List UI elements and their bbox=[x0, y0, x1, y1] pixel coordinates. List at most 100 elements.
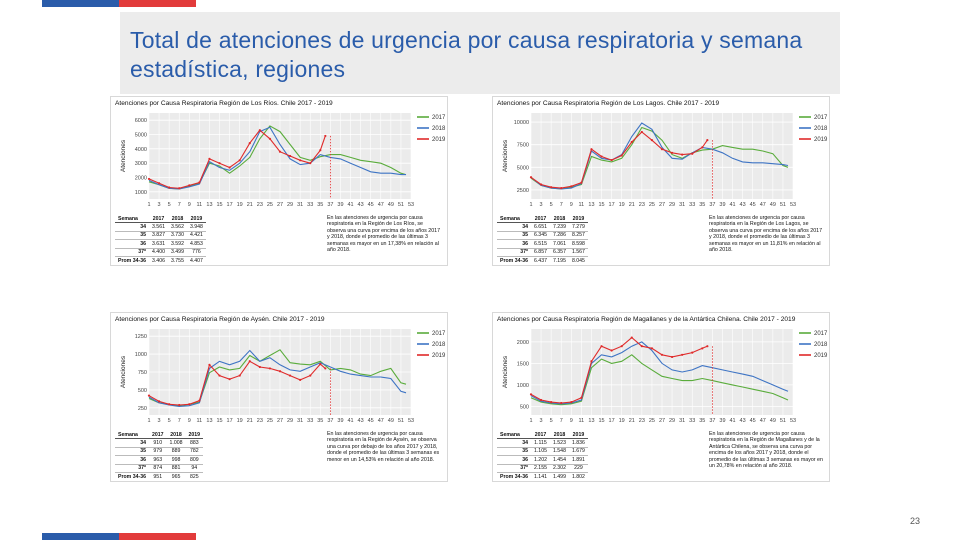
legend-label: 2018 bbox=[432, 126, 446, 132]
x-tick-label: 1 bbox=[147, 202, 150, 208]
page-number: 23 bbox=[909, 516, 920, 526]
table-cell: 4.853 bbox=[186, 239, 206, 249]
y-tick-label: 5000 bbox=[517, 165, 529, 171]
x-tick-label: 29 bbox=[669, 202, 675, 208]
y-tick-label: 7500 bbox=[517, 143, 529, 149]
data-point-2019 bbox=[248, 360, 251, 363]
table-cell: 6.857 bbox=[530, 248, 550, 257]
x-tick-label: 17 bbox=[609, 202, 615, 208]
table-cell: 3.562 bbox=[167, 222, 187, 232]
x-tick-label: 25 bbox=[649, 418, 655, 424]
data-point-2019 bbox=[309, 162, 312, 165]
table-row: 37* 874 881 94 bbox=[115, 464, 204, 473]
data-point-2019 bbox=[188, 403, 191, 406]
data-point-2019 bbox=[309, 374, 312, 377]
table-cell: 229 bbox=[568, 464, 588, 473]
table-cell: 6.345 bbox=[530, 231, 550, 240]
y-tick-label: 1250 bbox=[135, 334, 147, 340]
x-tick-label: 7 bbox=[560, 202, 563, 208]
x-tick-label: 7 bbox=[178, 418, 181, 424]
line-chart: Atenciones por Causa Respiratoria Región… bbox=[497, 100, 828, 208]
table-row: Prom 34-36 3.406 3.755 4.407 bbox=[115, 256, 206, 265]
legend-label: 2018 bbox=[814, 342, 828, 348]
data-point-2019 bbox=[560, 187, 563, 190]
legend-label: 2019 bbox=[432, 137, 446, 143]
data-point-2019 bbox=[218, 162, 221, 165]
legend-label: 2017 bbox=[814, 115, 828, 121]
table-cell: 998 bbox=[166, 455, 186, 465]
data-point-2019 bbox=[268, 367, 272, 370]
legend-label: 2019 bbox=[814, 137, 828, 143]
x-tick-label: 47 bbox=[760, 418, 766, 424]
data-point-2019 bbox=[691, 351, 694, 354]
x-tick-label: 43 bbox=[358, 202, 364, 208]
data-point-2019 bbox=[529, 176, 533, 179]
data-point-2019 bbox=[681, 153, 684, 156]
x-tick-label: 21 bbox=[247, 202, 253, 208]
legend-label: 2018 bbox=[432, 342, 446, 348]
x-tick-label: 51 bbox=[780, 202, 786, 208]
summary-table: Semana 2017 2018 2019 34 1.115 1.523 1.836 35 1.1… bbox=[497, 431, 588, 481]
table-cell: 3.827 bbox=[148, 231, 168, 240]
y-axis-label: Atenciones bbox=[502, 355, 509, 388]
table-cell: 3.561 bbox=[148, 222, 168, 232]
data-point-2019 bbox=[560, 401, 563, 405]
table-cell: 1.115 bbox=[530, 438, 550, 448]
x-tick-label: 35 bbox=[317, 418, 323, 424]
table-cell: 6.357 bbox=[549, 248, 569, 257]
data-point-2019 bbox=[238, 159, 241, 162]
x-tick-label: 37 bbox=[709, 202, 715, 208]
x-tick-label: 15 bbox=[598, 202, 604, 208]
data-point-2019 bbox=[539, 398, 543, 402]
table-cell: 4.407 bbox=[186, 256, 206, 265]
x-tick-label: 17 bbox=[227, 418, 233, 424]
x-tick-label: 23 bbox=[257, 418, 263, 424]
panel-aysen: Atenciones por Causa Respiratoria Región… bbox=[110, 312, 448, 482]
x-tick-label: 53 bbox=[408, 418, 414, 424]
data-point-2019 bbox=[620, 345, 623, 348]
data-point-2019 bbox=[706, 139, 709, 142]
x-tick-label: 9 bbox=[570, 418, 573, 424]
table-cell: 34 bbox=[497, 222, 531, 232]
table-cell: 3.948 bbox=[186, 222, 206, 232]
data-point-2019 bbox=[550, 401, 553, 404]
x-tick-label: 53 bbox=[790, 202, 796, 208]
table-cell: 3.755 bbox=[167, 256, 187, 265]
x-tick-label: 11 bbox=[579, 418, 585, 424]
x-tick-label: 25 bbox=[649, 202, 655, 208]
chart-note: En las atenciones de urgencia por causa … bbox=[327, 431, 440, 463]
table-cell: 36 bbox=[115, 239, 149, 249]
table-header: 2017 bbox=[148, 431, 167, 439]
table-cell: 37* bbox=[115, 248, 149, 257]
x-tick-label: 19 bbox=[237, 202, 243, 208]
x-tick-label: 37 bbox=[327, 418, 333, 424]
table-cell: Prom 34-36 bbox=[497, 256, 531, 265]
x-tick-label: 21 bbox=[629, 418, 635, 424]
legend-label: 2019 bbox=[432, 353, 446, 359]
data-point-2019 bbox=[620, 154, 623, 157]
table-cell: 881 bbox=[166, 464, 186, 473]
y-axis-label: Atenciones bbox=[502, 139, 509, 172]
table-cell: 2.302 bbox=[549, 464, 569, 473]
x-tick-label: 21 bbox=[247, 418, 253, 424]
panel-magallanes: Atenciones por Causa Respiratoria Región… bbox=[492, 312, 830, 482]
data-point-2019 bbox=[208, 157, 211, 160]
table-header: Semana bbox=[497, 431, 531, 439]
x-tick-label: 41 bbox=[347, 202, 353, 208]
table-row: Prom 34-36 1.141 1.499 1.802 bbox=[497, 472, 588, 481]
panel-los-rios: Atenciones por Causa Respiratoria Región… bbox=[110, 96, 448, 266]
x-tick-label: 37 bbox=[709, 418, 715, 424]
x-tick-label: 47 bbox=[378, 202, 384, 208]
data-point-2019 bbox=[324, 367, 327, 370]
chart-title: Atenciones por Causa Respiratoria Región… bbox=[497, 316, 796, 323]
x-tick-label: 43 bbox=[358, 418, 364, 424]
x-tick-label: 49 bbox=[770, 202, 776, 208]
table-cell: 4.400 bbox=[148, 248, 168, 257]
table-row: 36 3.631 3.592 4.853 bbox=[115, 239, 206, 249]
x-tick-label: 45 bbox=[750, 418, 756, 424]
x-tick-label: 35 bbox=[699, 418, 705, 424]
data-point-2019 bbox=[600, 155, 603, 158]
x-tick-label: 41 bbox=[729, 202, 735, 208]
table-cell: 35 bbox=[115, 447, 149, 456]
table-cell: 809 bbox=[185, 455, 204, 465]
